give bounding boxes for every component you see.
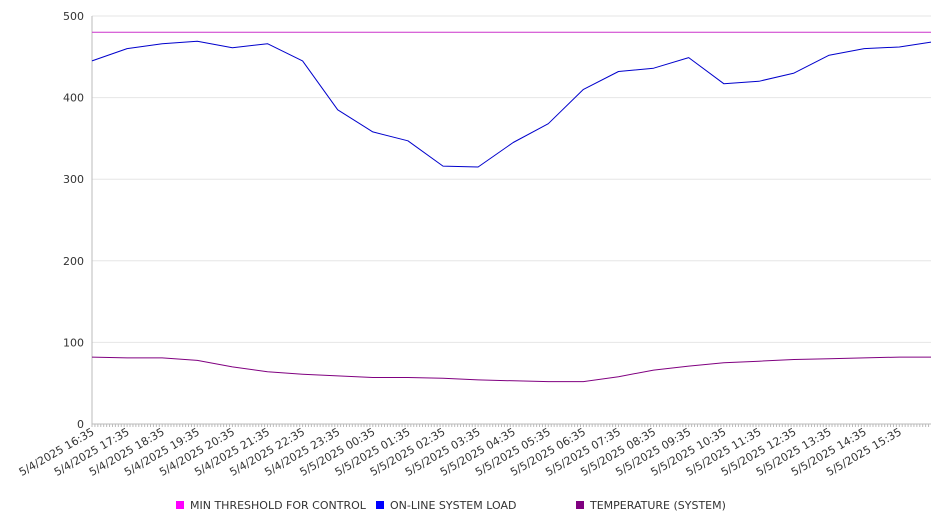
x-axis-tick-labels: 5/4/2025 16:355/4/2025 17:355/4/2025 18:… — [17, 425, 904, 479]
y-tick-label: 300 — [63, 173, 84, 186]
series-line-2 — [91, 356, 931, 383]
gridlines — [92, 15, 931, 343]
axes: 0 100 200 300 400 500 — [63, 10, 931, 431]
y-tick-label: 200 — [63, 255, 84, 268]
series-line-1 — [91, 40, 932, 168]
legend: MIN THRESHOLD FOR CONTROL ON-LINE SYSTEM … — [176, 499, 726, 512]
legend-swatch — [376, 501, 384, 509]
legend-swatch — [176, 501, 184, 509]
y-tick-label: 0 — [77, 418, 84, 431]
legend-label: MIN THRESHOLD FOR CONTROL — [190, 499, 367, 512]
legend-label: TEMPERATURE (SYSTEM) — [589, 499, 726, 512]
y-tick-label: 400 — [63, 92, 84, 105]
legend-swatch — [576, 501, 584, 509]
y-tick-label: 100 — [63, 336, 84, 349]
y-tick-label: 500 — [63, 10, 84, 23]
series-lines — [91, 31, 932, 383]
legend-label: ON-LINE SYSTEM LOAD — [390, 499, 516, 512]
